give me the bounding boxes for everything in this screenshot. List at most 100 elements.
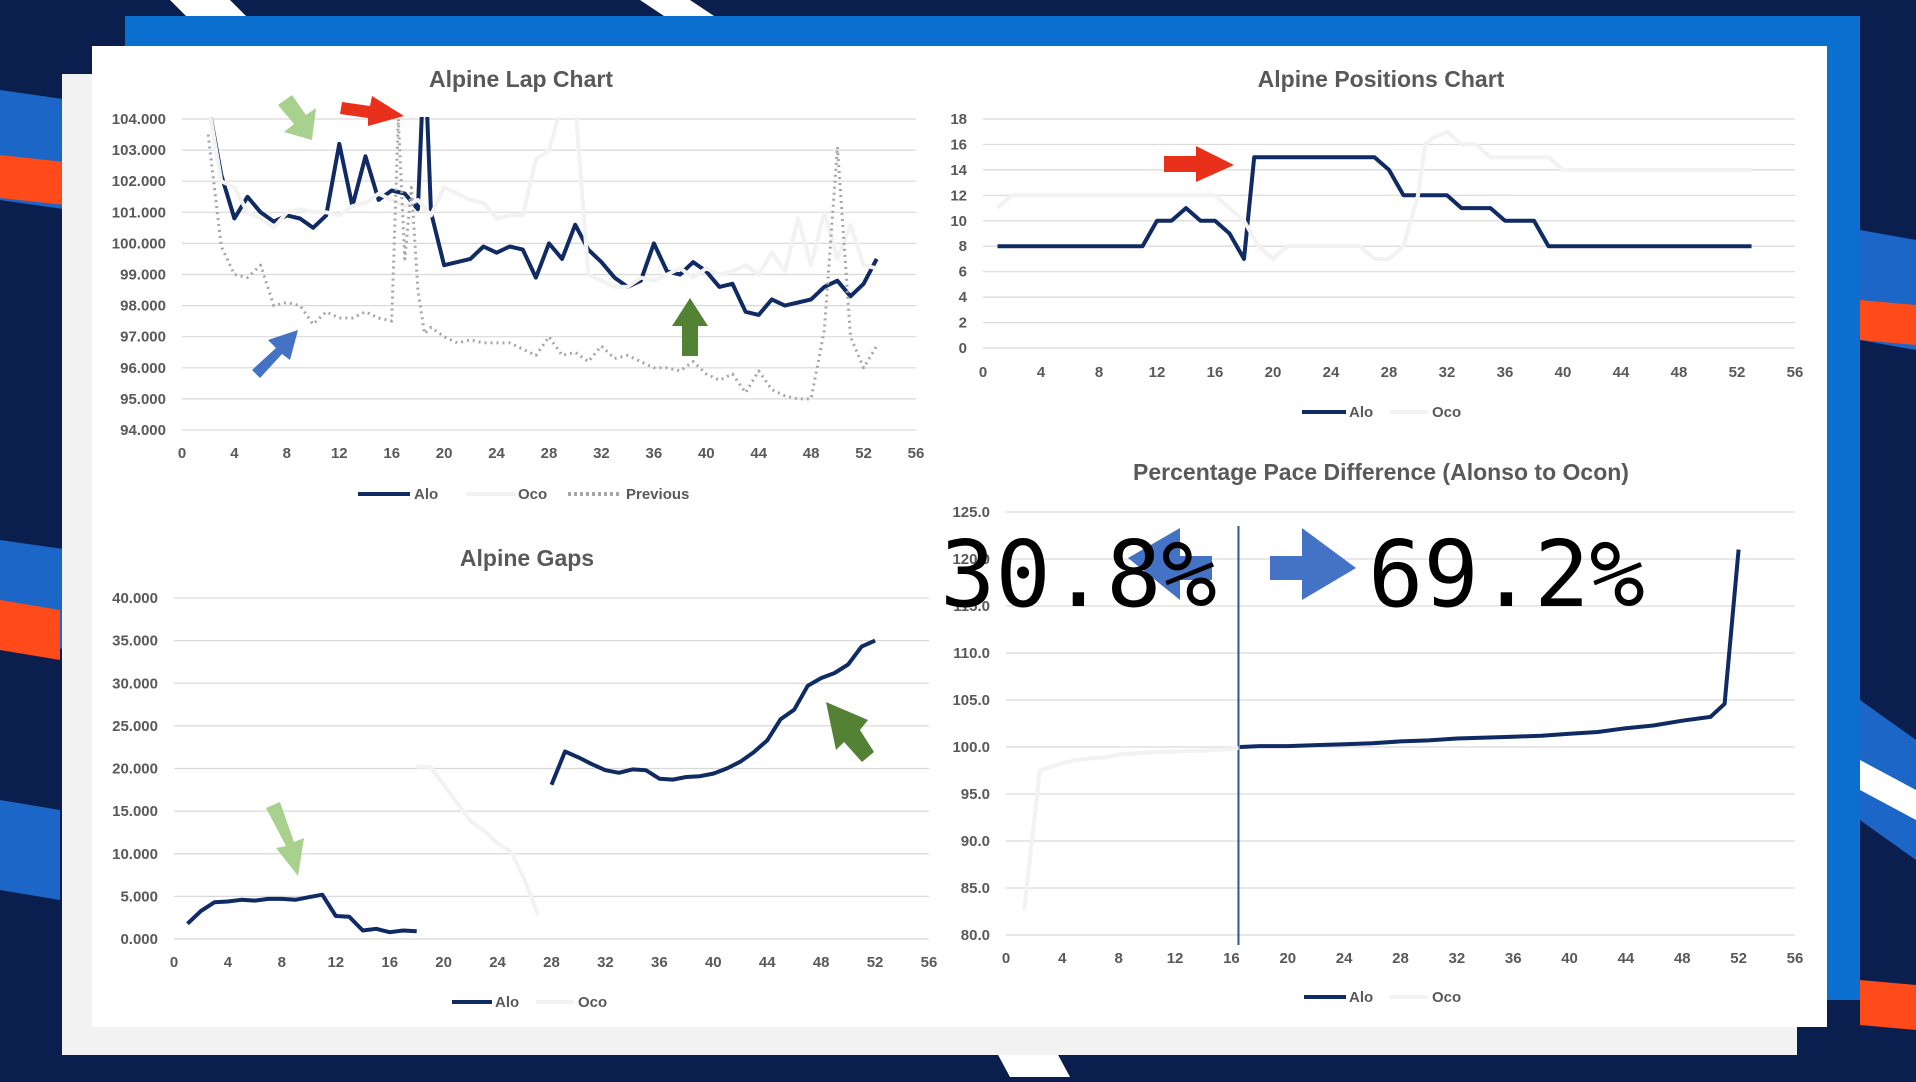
gaps-x-tick-label: 24 <box>489 954 506 971</box>
pace-x-tick-label: 0 <box>1002 950 1010 967</box>
pace-x-tick-label: 56 <box>1787 950 1804 967</box>
legend-label-oco: Oco <box>518 486 547 503</box>
legend-label-alo: Alo <box>1349 989 1373 1006</box>
pace-x-tick-label: 8 <box>1115 950 1123 967</box>
lap-y-tick-label: 98.000 <box>120 298 166 315</box>
gaps-x-tick-label: 12 <box>327 954 344 971</box>
pace-series-oco <box>1022 745 1239 910</box>
gaps-x-tick-label: 8 <box>278 954 286 971</box>
pace-arrow-left <box>1128 528 1212 600</box>
gaps-plot: 0.000 5.000 10.000 15.000 20.000 25.000 30.000… <box>112 590 937 971</box>
positions-y-tick-label: 6 <box>959 264 967 281</box>
plots: 94.00095.00096.00097.00098.00099.000100.… <box>112 111 1804 971</box>
pace-x-tick-label: 36 <box>1505 950 1522 967</box>
positions-y-tick-label: 16 <box>950 136 967 153</box>
gaps-x-tick-label: 36 <box>651 954 668 971</box>
pace-arrow-right <box>1270 528 1356 600</box>
positions-y-tick-label: 14 <box>950 162 967 179</box>
pace-x-tick-label: 48 <box>1674 950 1691 967</box>
pace-y-tick-label: 80.0 <box>961 927 990 944</box>
gaps-x-tick-label: 4 <box>224 954 233 971</box>
lap-x-tick-label: 56 <box>908 445 925 462</box>
pace-y-tick-label: 85.0 <box>961 880 990 897</box>
positions-x-tick-label: 20 <box>1265 364 1282 381</box>
pace-y-tick-label: 105.0 <box>952 692 990 709</box>
gaps-x-tick-label: 56 <box>921 954 938 971</box>
gaps-x-tick-label: 44 <box>759 954 776 971</box>
pace-y-tick-label: 125.0 <box>952 504 990 521</box>
positions-y-tick-label: 2 <box>959 315 967 332</box>
gaps-x-tick-label: 28 <box>543 954 560 971</box>
lap-y-tick-label: 97.000 <box>120 329 166 346</box>
positions-y-tick-label: 4 <box>959 289 968 306</box>
lap-x-tick-label: 28 <box>541 445 558 462</box>
lap-legend: Alo Oco Previous <box>358 486 689 503</box>
legend-label-oco: Oco <box>1432 989 1461 1006</box>
pace-left-percentage: 30.8% <box>940 521 1217 628</box>
lap-chart-title: Alpine Lap Chart <box>429 66 613 92</box>
gaps-x-tick-label: 52 <box>867 954 884 971</box>
positions-series-oco <box>996 129 1752 261</box>
lap-y-tick-label: 95.000 <box>120 391 166 408</box>
positions-x-tick-label: 40 <box>1555 364 1572 381</box>
gaps-chart-title: Alpine Gaps <box>460 545 594 571</box>
gaps-x-tick-label: 32 <box>597 954 614 971</box>
pace-x-tick-label: 20 <box>1279 950 1296 967</box>
positions-x-tick-label: 24 <box>1323 364 1340 381</box>
lap-x-tick-label: 24 <box>488 445 505 462</box>
gaps-series-alo <box>186 892 417 935</box>
pace-y-tick-label: 120.0 <box>952 551 990 568</box>
gaps-arrow-green-light <box>266 802 304 876</box>
positions-y-tick-label: 8 <box>959 238 967 255</box>
lap-series-oco <box>208 117 878 289</box>
legend-label-alo: Alo <box>495 994 519 1011</box>
pace-x-tick-label: 16 <box>1223 950 1240 967</box>
lap-y-tick-label: 96.000 <box>120 360 166 377</box>
gaps-legend: Alo Oco <box>452 994 607 1011</box>
positions-x-tick-label: 28 <box>1381 364 1398 381</box>
lap-x-tick-label: 4 <box>230 445 239 462</box>
positions-x-tick-label: 44 <box>1613 364 1630 381</box>
pace-x-tick-label: 24 <box>1336 950 1353 967</box>
legend-label-alo: Alo <box>1349 404 1373 421</box>
lap-y-tick-label: 104.000 <box>112 111 166 128</box>
positions-y-tick-label: 0 <box>959 340 967 357</box>
positions-y-tick-label: 12 <box>950 187 967 204</box>
positions-x-tick-label: 52 <box>1729 364 1746 381</box>
pace-y-tick-label: 115.0 <box>953 598 990 615</box>
lap-x-tick-label: 44 <box>750 445 767 462</box>
lap-arrow-blue <box>252 330 298 378</box>
pace-x-tick-label: 32 <box>1449 950 1466 967</box>
lap-x-tick-label: 0 <box>178 445 186 462</box>
positions-y-tick-label: 18 <box>950 111 967 128</box>
lap-arrow-green-dark <box>672 298 708 356</box>
positions-legend: Alo Oco <box>1302 404 1461 421</box>
pace-legend: Alo Oco <box>1304 989 1461 1006</box>
lap-series-alo <box>208 117 879 317</box>
lap-x-tick-label: 36 <box>646 445 663 462</box>
pace-y-tick-label: 100.0 <box>952 739 990 756</box>
gaps-y-tick-label: 10.000 <box>112 846 158 863</box>
lap-y-tick-label: 99.000 <box>120 267 166 284</box>
gaps-y-tick-label: 30.000 <box>112 675 158 692</box>
pace-x-tick-label: 4 <box>1058 950 1067 967</box>
pace-y-tick-label: 110.0 <box>953 645 990 662</box>
gaps-y-tick-label: 0.000 <box>120 931 158 948</box>
pace-x-tick-label: 28 <box>1392 950 1409 967</box>
gaps-y-tick-label: 25.000 <box>112 718 158 735</box>
pace-y-tick-label: 95.0 <box>961 786 990 803</box>
pace-chart-title: Percentage Pace Difference (Alonso to Oc… <box>1133 459 1629 485</box>
lap-x-tick-label: 32 <box>593 445 610 462</box>
positions-x-tick-label: 0 <box>979 364 987 381</box>
lap-y-tick-label: 100.000 <box>112 235 166 252</box>
lap-y-tick-label: 101.000 <box>112 204 166 221</box>
lap-x-tick-label: 12 <box>331 445 348 462</box>
lap-y-tick-label: 94.000 <box>120 422 166 439</box>
gaps-x-tick-label: 16 <box>381 954 398 971</box>
gaps-x-tick-label: 40 <box>705 954 722 971</box>
positions-x-tick-label: 32 <box>1439 364 1456 381</box>
positions-x-tick-label: 48 <box>1671 364 1688 381</box>
gaps-y-tick-label: 15.000 <box>112 803 158 820</box>
